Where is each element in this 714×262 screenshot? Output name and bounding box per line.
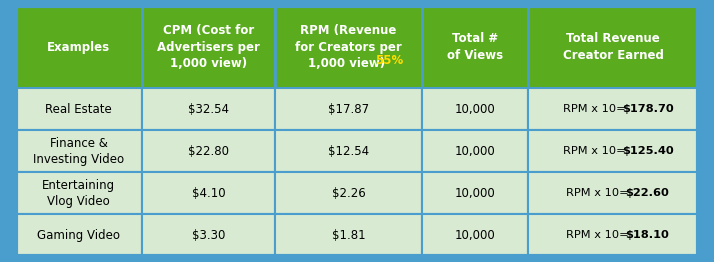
- Bar: [528, 172, 698, 214]
- Text: $4.10: $4.10: [192, 187, 226, 200]
- Bar: [275, 130, 422, 172]
- Text: $32.54: $32.54: [188, 103, 229, 116]
- Bar: [275, 6, 422, 88]
- Bar: [275, 214, 422, 256]
- Text: $12.54: $12.54: [328, 145, 369, 158]
- Text: Finance &
Investing Video: Finance & Investing Video: [34, 137, 124, 166]
- Text: Real Estate: Real Estate: [46, 103, 112, 116]
- Text: $17.87: $17.87: [328, 103, 369, 116]
- Text: 10,000: 10,000: [454, 187, 495, 200]
- Text: $18.10: $18.10: [625, 230, 669, 240]
- Text: 10,000: 10,000: [454, 229, 495, 242]
- Bar: [142, 6, 275, 88]
- Bar: [142, 88, 275, 130]
- Text: Examples: Examples: [47, 41, 111, 54]
- Bar: [16, 6, 142, 88]
- Bar: [528, 130, 698, 172]
- Bar: [528, 6, 698, 88]
- Text: $1.81: $1.81: [332, 229, 366, 242]
- Text: RPM x 10=: RPM x 10=: [565, 230, 632, 240]
- Text: $125.40: $125.40: [622, 146, 673, 156]
- Bar: [528, 214, 698, 256]
- Text: $22.80: $22.80: [188, 145, 229, 158]
- Bar: [422, 172, 528, 214]
- Text: $3.30: $3.30: [192, 229, 225, 242]
- Text: RPM x 10=: RPM x 10=: [563, 104, 629, 114]
- Text: Total Revenue
Creator Earned: Total Revenue Creator Earned: [563, 32, 663, 62]
- Text: RPM x 10=: RPM x 10=: [563, 146, 629, 156]
- Bar: [142, 130, 275, 172]
- Text: RPM x 10=: RPM x 10=: [565, 188, 632, 198]
- Text: CPM (Cost for
Advertisers per
1,000 view): CPM (Cost for Advertisers per 1,000 view…: [157, 24, 260, 70]
- Text: Gaming Video: Gaming Video: [37, 229, 121, 242]
- Bar: [422, 130, 528, 172]
- Bar: [275, 88, 422, 130]
- Bar: [16, 172, 142, 214]
- Text: 10,000: 10,000: [454, 145, 495, 158]
- Text: RPM (Revenue
for Creators per
1,000 view): RPM (Revenue for Creators per 1,000 view…: [295, 24, 402, 70]
- Bar: [422, 6, 528, 88]
- Bar: [16, 214, 142, 256]
- Bar: [275, 172, 422, 214]
- Bar: [142, 214, 275, 256]
- Bar: [422, 88, 528, 130]
- Bar: [528, 88, 698, 130]
- Text: $22.60: $22.60: [625, 188, 669, 198]
- Text: Total #
of Views: Total # of Views: [447, 32, 503, 62]
- Bar: [16, 88, 142, 130]
- Bar: [142, 172, 275, 214]
- Bar: [422, 214, 528, 256]
- Bar: [16, 130, 142, 172]
- Text: $178.70: $178.70: [622, 104, 673, 114]
- Text: 10,000: 10,000: [454, 103, 495, 116]
- Text: Entertaining
Vlog Video: Entertaining Vlog Video: [42, 179, 116, 208]
- Text: $2.26: $2.26: [331, 187, 366, 200]
- Text: 55%: 55%: [376, 54, 403, 67]
